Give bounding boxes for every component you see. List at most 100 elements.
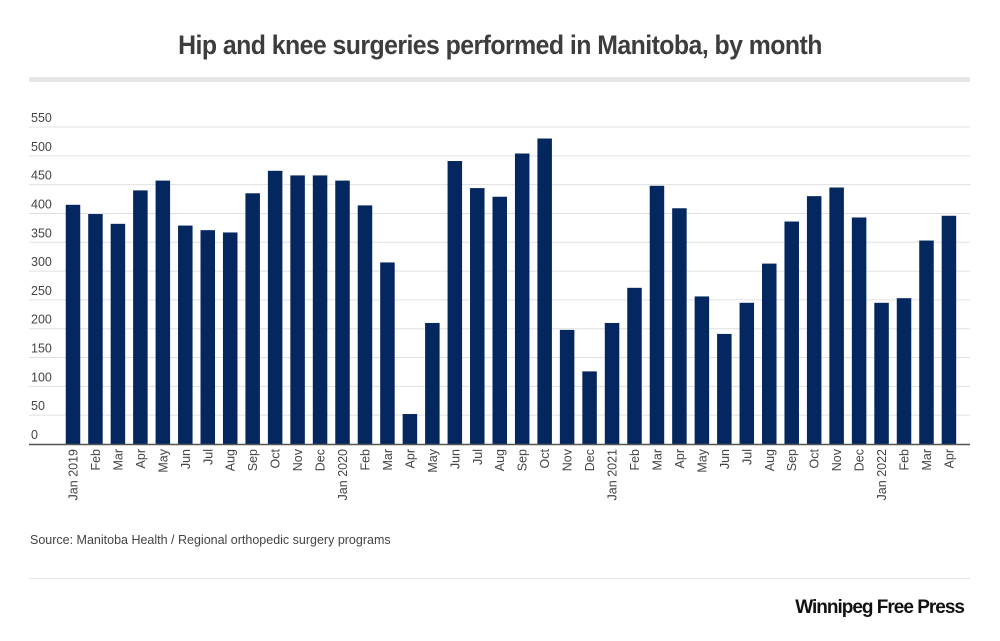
bar — [784, 221, 799, 444]
y-tick-label: 400 — [31, 197, 52, 211]
x-tick-label: Dec — [583, 449, 597, 471]
x-tick-label: Mar — [111, 449, 125, 471]
x-tick-label: Nov — [291, 448, 305, 471]
x-tick-label: Jan 2022 — [875, 449, 889, 500]
x-tick-label: Nov — [830, 448, 844, 471]
bar — [829, 187, 844, 444]
x-tick-label: Jul — [471, 449, 485, 465]
bar — [919, 240, 934, 444]
x-tick-label: Aug — [224, 449, 238, 471]
bar — [267, 170, 283, 445]
bar — [514, 153, 530, 444]
bar — [627, 287, 642, 444]
bar — [425, 322, 440, 444]
x-tick-label: May — [426, 448, 440, 472]
bars — [65, 138, 957, 445]
y-tick-label: 150 — [31, 342, 52, 356]
bar — [739, 302, 755, 444]
bar — [470, 188, 485, 444]
y-tick-label: 0 — [31, 428, 38, 442]
x-tick-label: Aug — [493, 449, 507, 471]
bar — [245, 193, 260, 444]
x-axis-ticks: Jan 2019 Feb Mar Apr May Jun Jul Aug Sep Oct Nov De… — [67, 448, 957, 500]
bar — [851, 217, 867, 444]
y-tick-label: 50 — [31, 399, 45, 413]
x-tick-label: Apr — [673, 449, 687, 468]
bar — [88, 214, 103, 444]
x-tick-label: Jun — [179, 449, 193, 469]
x-tick-label: Jul — [201, 449, 215, 465]
x-tick-label: Dec — [314, 449, 328, 471]
x-tick-label: Feb — [628, 449, 642, 471]
bar — [222, 232, 238, 444]
bar — [762, 263, 777, 444]
bar — [357, 205, 373, 444]
x-tick-label: Jan 2021 — [606, 449, 620, 500]
chart-title: Hip and knee surgeries performed in Mani… — [178, 30, 822, 60]
bar — [941, 215, 957, 444]
x-tick-label: Feb — [898, 449, 912, 471]
bar — [717, 333, 732, 444]
x-tick-label: Oct — [808, 448, 822, 468]
x-tick-label: Dec — [853, 449, 867, 471]
x-tick-label: Oct — [269, 448, 283, 468]
bar — [200, 230, 216, 444]
x-tick-label: Jun — [448, 449, 462, 469]
bar — [672, 208, 687, 444]
bar — [290, 175, 305, 444]
bar — [335, 180, 350, 444]
bar — [312, 175, 328, 444]
bar — [65, 204, 81, 444]
y-axis-ticks: 0 50 100 150 200 250 300 350 400 450 500 550 — [31, 111, 52, 442]
bar — [604, 322, 620, 444]
x-tick-label: Mar — [920, 449, 934, 471]
bar — [447, 161, 463, 444]
bar — [559, 329, 575, 444]
y-tick-label: 500 — [31, 140, 52, 154]
y-tick-label: 550 — [31, 111, 52, 125]
x-tick-label: May — [695, 448, 709, 472]
title-divider — [29, 77, 970, 82]
source-note: Source: Manitoba Health / Regional ortho… — [30, 533, 391, 547]
x-tick-label: Jun — [718, 449, 732, 469]
bar-chart: 0 50 100 150 200 250 300 350 400 450 500 550 Jan 20… — [29, 111, 970, 500]
bar — [582, 371, 597, 444]
bar — [649, 185, 665, 444]
bar — [110, 223, 126, 444]
bar — [492, 196, 507, 444]
x-tick-label: Apr — [942, 449, 956, 468]
x-tick-label: Sep — [516, 449, 530, 471]
x-tick-label: Sep — [246, 449, 260, 471]
y-tick-label: 250 — [31, 284, 52, 298]
y-tick-label: 450 — [31, 169, 52, 183]
x-tick-label: Sep — [785, 449, 799, 471]
footer-divider — [29, 578, 970, 579]
bar — [694, 296, 710, 444]
x-tick-label: Apr — [134, 449, 148, 468]
x-tick-label: Jan 2019 — [67, 449, 81, 500]
bar — [402, 414, 418, 444]
y-tick-label: 100 — [31, 370, 52, 384]
bar — [874, 302, 889, 444]
x-tick-label: Feb — [358, 449, 372, 471]
x-tick-label: Mar — [381, 449, 395, 471]
x-tick-label: Mar — [650, 449, 664, 471]
bar — [133, 190, 148, 444]
x-tick-label: Oct — [538, 448, 552, 468]
bar — [178, 225, 193, 444]
x-tick-label: Jul — [740, 449, 754, 465]
bar — [380, 262, 395, 444]
bar — [155, 180, 171, 444]
x-tick-label: Apr — [403, 449, 417, 468]
y-tick-label: 300 — [31, 255, 52, 269]
y-tick-label: 350 — [31, 226, 52, 240]
x-tick-label: Aug — [763, 449, 777, 471]
x-tick-label: Feb — [89, 449, 103, 471]
bar — [896, 298, 912, 444]
bar — [806, 196, 822, 444]
brand-logo: Winnipeg Free Press — [795, 597, 965, 618]
x-tick-label: May — [156, 448, 170, 472]
x-tick-label: Nov — [561, 448, 575, 471]
y-tick-label: 200 — [31, 313, 52, 327]
x-tick-label: Jan 2020 — [336, 449, 350, 500]
